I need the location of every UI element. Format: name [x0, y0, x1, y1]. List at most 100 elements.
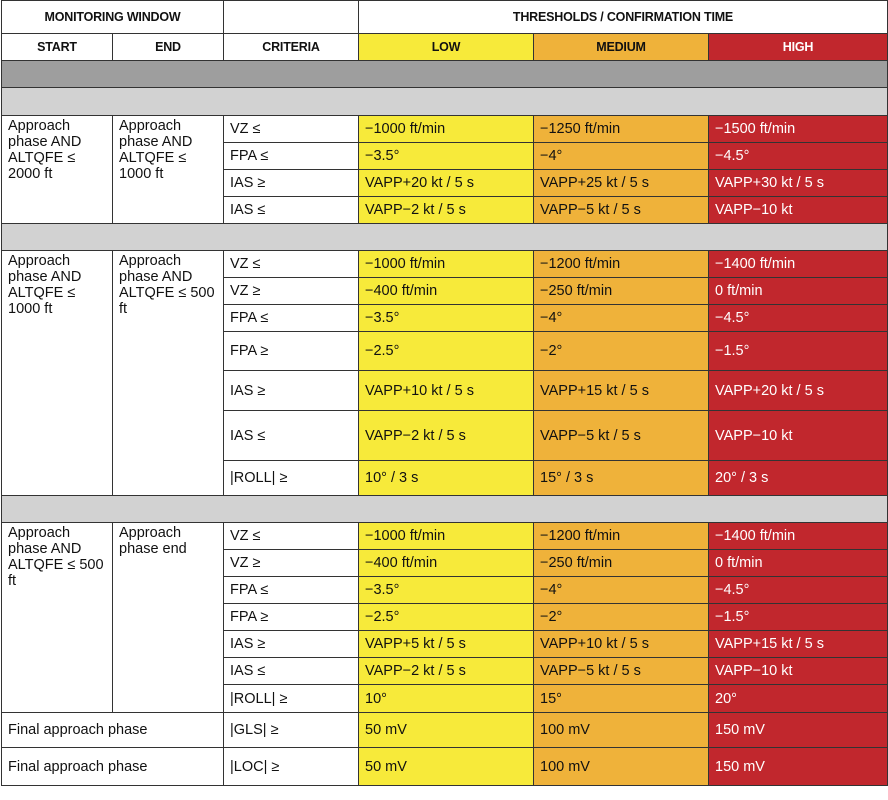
threshold-cell: VAPP+15 kt / 5 s: [708, 630, 888, 658]
threshold-cell: −2.5°: [358, 331, 534, 371]
threshold-cell: −1500 ft/min: [708, 115, 888, 143]
table-row: Final approach phase |GLS| ≥50 mV 100 mV 15…: [1, 712, 888, 748]
start-cell: Approach phase AND ALTQFE ≤ 1000 ft: [1, 250, 113, 496]
criteria-cell: FPA ≥: [223, 331, 359, 371]
threshold-cell: −1000 ft/min: [358, 115, 534, 143]
table-row: [1, 495, 888, 523]
criteria-cell: |ROLL| ≥: [223, 460, 359, 496]
threshold-cell: −4.5°: [708, 142, 888, 170]
threshold-cell: VAPP−10 kt: [708, 657, 888, 685]
start-cell: Approach phase AND ALTQFE ≤ 500 ft: [1, 522, 113, 713]
threshold-cell: VAPP−2 kt / 5 s: [358, 410, 534, 461]
table-row: [1, 223, 888, 251]
threshold-cell: VAPP−10 kt: [708, 410, 888, 461]
criteria-cell: |LOC| ≥: [223, 747, 359, 786]
threshold-cell: −4°: [533, 304, 709, 332]
threshold-cell: −3.5°: [358, 142, 534, 170]
threshold-cell: VAPP−5 kt / 5 s: [533, 196, 709, 224]
threshold-cell: VAPP+10 kt / 5 s: [358, 370, 534, 411]
threshold-cell: −1000 ft/min: [358, 522, 534, 550]
threshold-cell: 10° / 3 s: [358, 460, 534, 496]
threshold-cell: −1.5°: [708, 603, 888, 631]
separator: [1, 87, 888, 116]
end-cell: Approach phase end: [112, 522, 224, 713]
table-row: [1, 87, 888, 116]
threshold-cell: 15°: [533, 684, 709, 713]
threshold-cell: −2.5°: [358, 603, 534, 631]
table-row: Approach phase AND ALTQFE ≤ 2000 ft Appro…: [1, 115, 888, 224]
threshold-cell: 150 mV: [708, 712, 888, 748]
criteria-cell: FPA ≤: [223, 576, 359, 604]
criteria-cell: FPA ≥: [223, 603, 359, 631]
threshold-cell: −400 ft/min: [358, 277, 534, 305]
threshold-cell: 20° / 3 s: [708, 460, 888, 496]
threshold-cell: −400 ft/min: [358, 549, 534, 577]
criteria-cell: VZ ≤: [223, 115, 359, 143]
header-cell: THRESHOLDS / CONFIRMATION TIME: [358, 0, 888, 34]
threshold-cell: −1200 ft/min: [533, 522, 709, 550]
header-cell: MONITORING WINDOW: [1, 0, 224, 34]
criteria-cell: IAS ≤: [223, 196, 359, 224]
threshold-cell: VAPP+25 kt / 5 s: [533, 169, 709, 197]
threshold-cell: −2°: [533, 603, 709, 631]
table-row: IAS ≥ VAPP+10 kt / 5 s VAPP+15 kt / 5 s VAP…: [2, 370, 888, 411]
header-cell: [223, 0, 359, 34]
threshold-cell: 0 ft/min: [708, 277, 888, 305]
header-cell: MEDIUM: [533, 33, 709, 61]
table-row: FPA ≥ −2.5° −2° −1.5°: [2, 331, 888, 371]
header-cell: START: [1, 33, 113, 61]
threshold-cell: VAPP+15 kt / 5 s: [533, 370, 709, 411]
criteria-cell: IAS ≥: [223, 370, 359, 411]
separator: [1, 60, 888, 88]
threshold-cell: VAPP−10 kt: [708, 196, 888, 224]
table-row: |ROLL| ≥10° / 3 s 15° / 3 s 20° / 3 s: [2, 460, 888, 496]
threshold-cell: −1.5°: [708, 331, 888, 371]
end-cell: Approach phase AND ALTQFE ≤ 500 ft: [112, 250, 224, 496]
table-row: Final approach phase |LOC| ≥50 mV 100 mV 15…: [1, 747, 888, 786]
criteria-cell: VZ ≥: [223, 277, 359, 305]
threshold-cell: −1200 ft/min: [533, 250, 709, 278]
criteria-cell: IAS ≤: [223, 657, 359, 685]
threshold-cell: −3.5°: [358, 304, 534, 332]
threshold-cell: 10°: [358, 684, 534, 713]
criteria-cell: VZ ≥: [223, 549, 359, 577]
threshold-cell: −3.5°: [358, 576, 534, 604]
table-row: FPA ≤ −3.5° −4° −4.5°: [2, 142, 888, 170]
criteria-cell: VZ ≤: [223, 522, 359, 550]
threshold-cell: VAPP+20 kt / 5 s: [358, 169, 534, 197]
threshold-cell: −1400 ft/min: [708, 250, 888, 278]
table-row: VZ ≥ −400 ft/min −250 ft/min 0 ft/min: [2, 277, 888, 305]
end-cell: Approach phase AND ALTQFE ≤ 1000 ft: [112, 115, 224, 224]
threshold-cell: VAPP−5 kt / 5 s: [533, 657, 709, 685]
table-row: IAS ≤ VAPP−2 kt / 5 s VAPP−5 kt / 5 s VAPP−…: [2, 410, 888, 461]
threshold-cell: −250 ft/min: [533, 549, 709, 577]
threshold-cell: −4°: [533, 142, 709, 170]
threshold-cell: −2°: [533, 331, 709, 371]
threshold-cell: 20°: [708, 684, 888, 713]
table-row: VZ ≥ −400 ft/min −250 ft/min 0 ft/min: [2, 549, 888, 577]
threshold-cell: −4°: [533, 576, 709, 604]
table-row: Approach phase AND ALTQFE ≤ 500 ft Approa…: [1, 522, 888, 713]
threshold-cell: 100 mV: [533, 747, 709, 786]
start-cell: Approach phase AND ALTQFE ≤ 2000 ft: [1, 115, 113, 224]
table-row: |ROLL| ≥10° 15° 20°: [2, 684, 888, 713]
table-row: IAS ≤ VAPP−2 kt / 5 s VAPP−5 kt / 5 s VAPP−…: [2, 196, 888, 224]
threshold-cell: −1000 ft/min: [358, 250, 534, 278]
threshold-cell: −1250 ft/min: [533, 115, 709, 143]
header-cell: CRITERIA: [223, 33, 359, 61]
threshold-cell: 15° / 3 s: [533, 460, 709, 496]
table-row: Approach phase AND ALTQFE ≤ 1000 ft Appro…: [1, 250, 888, 496]
threshold-cell: −4.5°: [708, 576, 888, 604]
criteria-cell: |GLS| ≥: [223, 712, 359, 748]
separator: [1, 495, 888, 523]
criteria-cell: FPA ≤: [223, 142, 359, 170]
separator: [1, 223, 888, 251]
threshold-cell: −4.5°: [708, 304, 888, 332]
window-cell: Final approach phase: [1, 712, 224, 748]
threshold-cell: VAPP+10 kt / 5 s: [533, 630, 709, 658]
threshold-cell: VAPP−5 kt / 5 s: [533, 410, 709, 461]
table-row: FPA ≤ −3.5° −4° −4.5°: [2, 304, 888, 332]
threshold-cell: VAPP−2 kt / 5 s: [358, 657, 534, 685]
